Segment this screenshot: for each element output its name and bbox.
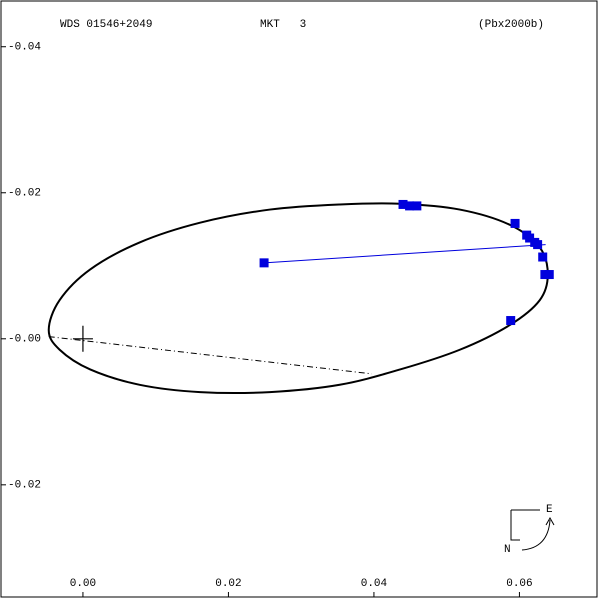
- compass-arrow: [521, 519, 551, 551]
- residual-line: [264, 244, 546, 264]
- compass-arrow-head: [545, 516, 555, 526]
- primary-star: [72, 325, 93, 352]
- y-tick-label: -0.02: [8, 188, 41, 200]
- reference: (Pbx2000b): [478, 19, 544, 31]
- node-line: [48, 336, 372, 375]
- observation: [533, 240, 543, 250]
- x-tick-label: 0.00: [70, 578, 96, 590]
- chart-title: WDS 01546+2049: [60, 19, 152, 31]
- observation: [405, 201, 415, 211]
- y-tick-label: -0.02: [8, 480, 41, 492]
- observation: [259, 258, 269, 268]
- compass: E N: [504, 504, 555, 556]
- x-tick-label: 0.06: [506, 578, 532, 590]
- chart-subtitle: MKT 3: [260, 19, 306, 31]
- observation: [398, 199, 408, 209]
- observation: [544, 270, 554, 280]
- compass-north: N: [504, 544, 511, 556]
- compass-east: E: [546, 504, 553, 516]
- x-tick-label: 0.04: [361, 578, 388, 590]
- observation: [538, 252, 548, 262]
- observation: [525, 233, 535, 243]
- x-tick-label: 0.02: [215, 578, 241, 590]
- observation: [510, 218, 520, 228]
- compass-axes: [510, 510, 520, 541]
- observation: [412, 201, 422, 211]
- y-tick-label: -0.00: [8, 334, 41, 346]
- y-tick-label: -0.04: [8, 42, 41, 54]
- observation: [506, 316, 516, 326]
